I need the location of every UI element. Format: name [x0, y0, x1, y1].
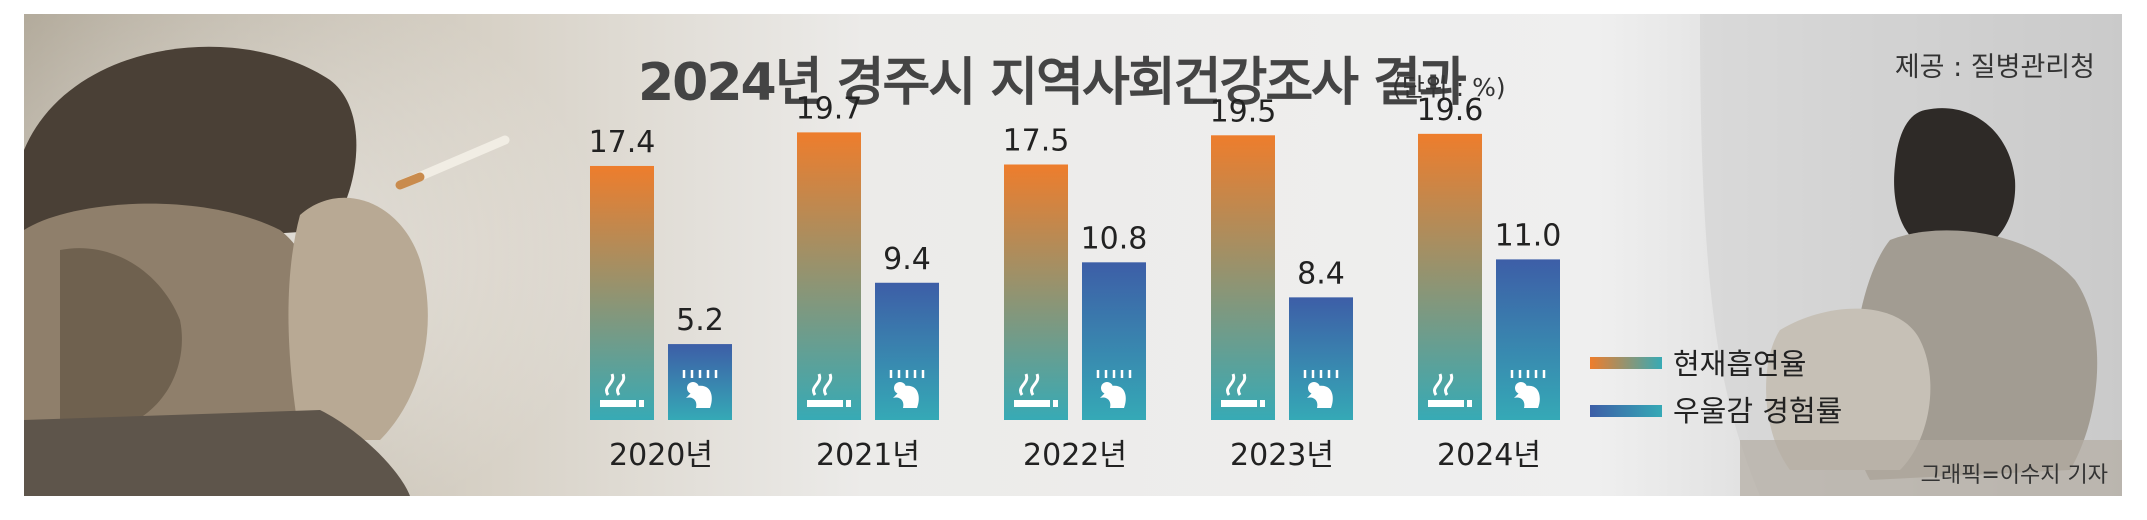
value-label-smoking-3: 19.5 [1210, 94, 1277, 129]
depressed-person-icon [682, 370, 718, 408]
credit-label: 그래픽=이수지 기자 [1921, 463, 2108, 488]
bar-group: 17.4 5.2 2020년 19.7 9.4 2021년 17.5 10.8 2022년 19.… [589, 91, 1562, 473]
value-label-depression-4: 11.0 [1495, 218, 1562, 253]
bar-smoking-4 [1418, 133, 1482, 420]
value-label-depression-1: 9.4 [883, 242, 931, 277]
value-label-smoking-1: 19.7 [796, 91, 863, 126]
value-label-smoking-2: 17.5 [1003, 124, 1070, 159]
depressed-person-icon [1510, 370, 1546, 408]
smoking-man-illustration [24, 46, 510, 496]
chart-title: 2024년 경주시 지역사회건강조사 결과 [638, 53, 1466, 113]
category-label-2: 2022년 [1023, 438, 1127, 473]
depressed-woman-illustration [1700, 14, 2122, 496]
bar-smoking-1 [797, 132, 861, 420]
smoking-icon [1221, 373, 1265, 407]
depressed-person-icon [889, 370, 925, 408]
bar-smoking-0 [590, 165, 654, 420]
smoking-icon [600, 373, 644, 407]
bar-depression-0 [668, 344, 732, 420]
legend-swatch-depression [1590, 405, 1662, 417]
value-label-depression-3: 8.4 [1297, 256, 1345, 291]
source-label: 제공 : 질병관리청 [1895, 52, 2095, 83]
value-label-depression-2: 10.8 [1081, 221, 1148, 256]
legend-label-depression: 우울감 경험률 [1673, 394, 1842, 428]
smoking-icon [1014, 373, 1058, 407]
category-label-1: 2021년 [816, 438, 920, 473]
value-label-smoking-0: 17.4 [589, 125, 656, 160]
category-label-3: 2023년 [1230, 438, 1334, 473]
value-label-smoking-4: 19.6 [1417, 93, 1484, 128]
smoking-icon [807, 373, 851, 407]
depressed-person-icon [1303, 370, 1339, 408]
category-label-0: 2020년 [609, 438, 713, 473]
depressed-person-icon [1096, 370, 1132, 408]
legend-label-smoking: 현재흡연율 [1673, 347, 1806, 381]
smoking-icon [1428, 373, 1472, 407]
legend: 현재흡연율 우울감 경험률 [1590, 347, 1842, 428]
bar-smoking-2 [1004, 164, 1068, 420]
unit-label: (단위 : %) [1392, 73, 1506, 102]
value-label-depression-0: 5.2 [676, 303, 724, 338]
legend-swatch-smoking [1590, 357, 1662, 369]
category-label-4: 2024년 [1437, 438, 1541, 473]
bar-smoking-3 [1211, 135, 1275, 421]
